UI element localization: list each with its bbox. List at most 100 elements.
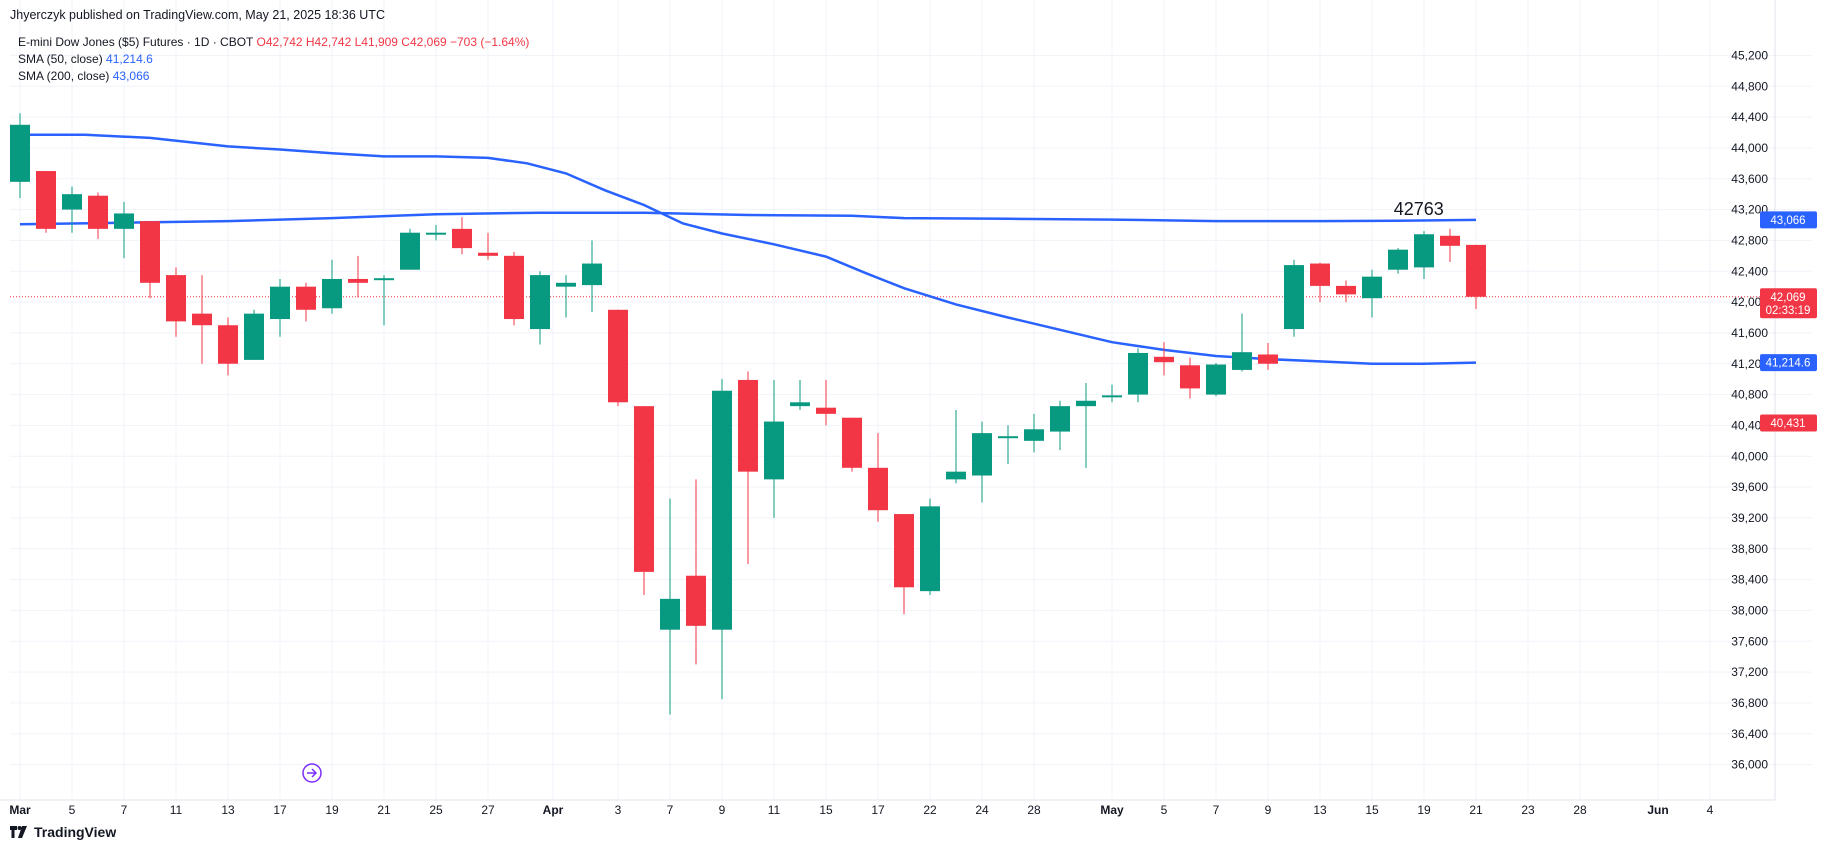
candle-body [712,390,732,630]
candle-body [88,195,108,229]
candle-body [1128,352,1148,395]
candle [1076,383,1096,468]
candle-body [660,598,680,630]
y-tick-label: 45,200 [1731,48,1768,62]
tradingview-brand-text: TradingView [34,824,117,840]
x-tick-label: 22 [923,803,937,817]
candle-body [1232,352,1252,370]
candle-body [1102,395,1122,398]
candle [218,317,238,376]
go-to-realtime-icon[interactable] [302,763,322,783]
candle [478,232,498,260]
y-tick-label: 38,400 [1731,573,1768,587]
candle-body [192,313,212,326]
candle [192,275,212,364]
y-tick-label: 36,000 [1731,758,1768,772]
legend-symbol-row[interactable]: E-mini Dow Jones ($5) Futures · 1D · CBO… [18,34,529,51]
candle [660,498,680,715]
x-tick-label: 27 [481,803,495,817]
x-tick-label: 15 [819,803,833,817]
candle-body [634,406,654,572]
price-label-sma50: 41,214.6 [1760,354,1817,372]
candle-body [1466,244,1486,297]
candle [1232,313,1252,372]
candle [296,282,316,322]
x-tick-label: Mar [9,803,31,817]
y-tick-label: 40,400 [1731,418,1768,432]
x-tick-label: 21 [377,803,391,817]
sma50-value: 41,214.6 [106,52,153,66]
price-label-bg [1760,288,1817,319]
candle-body [10,124,30,182]
published-line: Jhyerczyk published on TradingView.com, … [10,8,385,22]
candle-body [36,171,56,229]
candle-body [1154,356,1174,363]
candle [322,259,342,314]
candle [608,309,628,407]
y-tick-label: 44,800 [1731,79,1768,93]
sma200-label: SMA (200, close) [18,69,110,83]
candle [1024,413,1044,453]
candle-body [582,263,602,286]
y-tick-label: 44,000 [1731,141,1768,155]
candle-body [504,255,524,320]
sma50-label: SMA (50, close) [18,52,103,66]
price-label-text: 40,431 [1770,418,1805,430]
candle [1284,259,1304,337]
candle [1050,400,1070,451]
candle-body [1388,249,1408,270]
x-tick-label: 3 [615,803,622,817]
price-label-text: 42,069 [1770,292,1805,304]
candle-body [218,325,238,364]
candle-body [530,275,550,330]
candle [1440,228,1460,262]
x-tick-label: 4 [1707,803,1714,817]
candle-body [166,275,186,322]
candle-body [842,417,862,468]
x-tick-label: 23 [1521,803,1535,817]
candle-body [140,221,160,283]
candle [1206,362,1226,397]
x-tick-label: 17 [273,803,287,817]
price-label-low: 40,431 [1760,414,1817,432]
candle [764,379,784,518]
symbol-name: E-mini Dow Jones ($5) Futures · 1D · CBO… [18,35,254,49]
candle [1388,248,1408,274]
candle [400,228,420,270]
candles [10,113,1486,715]
footer-brand[interactable]: TradingView [10,824,116,840]
x-tick-label: 19 [1417,803,1431,817]
candle [114,201,134,259]
x-tick-label: 11 [768,803,781,817]
x-tick-label: 28 [1573,803,1587,817]
candle-body [972,433,992,476]
candle-body [1206,364,1226,395]
y-tick-label: 37,600 [1731,634,1768,648]
y-tick-label: 40,000 [1731,449,1768,463]
candle [426,225,446,241]
candle-body [1414,234,1434,268]
x-tick-label: 21 [1469,803,1483,817]
price-label-bg [1760,414,1817,432]
price-label-bg [1760,211,1817,229]
candle [1414,231,1434,279]
candle-body [816,407,836,414]
candle-body [62,194,82,210]
candle [10,113,30,199]
candle-body [374,278,394,281]
candle-body [322,278,342,309]
x-tick-label: 7 [121,803,128,817]
legend-sma50-row[interactable]: SMA (50, close) 41,214.6 [18,51,529,68]
x-tick-label: 17 [871,803,885,817]
candle [452,217,472,255]
candle [140,221,160,299]
candle-body [348,278,368,283]
candle [1154,342,1174,376]
y-tick-label: 44,400 [1731,110,1768,124]
candle-body [920,506,940,592]
legend-sma200-row[interactable]: SMA (200, close) 43,066 [18,68,529,85]
candle-body [400,232,420,270]
x-tick-label: 9 [719,803,726,817]
